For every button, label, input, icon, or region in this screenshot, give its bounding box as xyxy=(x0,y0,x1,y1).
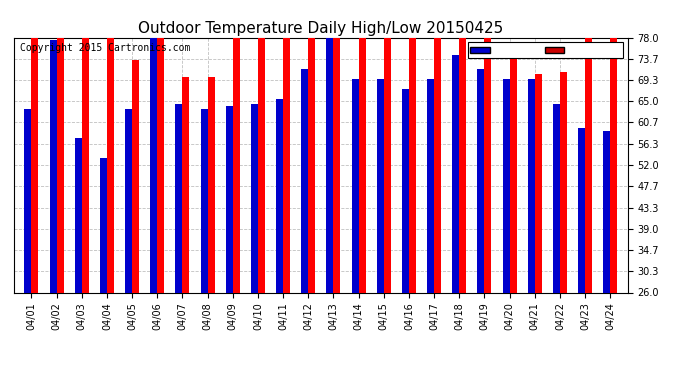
Bar xyxy=(157,38,164,292)
Bar xyxy=(302,69,308,292)
Bar xyxy=(251,104,258,292)
Bar xyxy=(283,0,290,292)
Bar xyxy=(477,69,484,292)
Bar xyxy=(24,109,32,292)
Bar xyxy=(182,77,190,292)
Bar xyxy=(434,0,441,292)
Bar xyxy=(132,60,139,292)
Bar xyxy=(384,3,391,292)
Bar xyxy=(308,0,315,292)
Bar xyxy=(233,15,240,292)
Bar xyxy=(427,79,434,292)
Bar xyxy=(276,99,283,292)
Bar xyxy=(32,0,39,292)
Bar xyxy=(409,0,416,292)
Bar xyxy=(510,50,517,292)
Legend: Low  (°F), High  (°F): Low (°F), High (°F) xyxy=(468,42,623,58)
Bar xyxy=(81,23,89,293)
Bar xyxy=(175,104,182,292)
Bar xyxy=(402,89,409,292)
Bar xyxy=(226,106,233,292)
Bar xyxy=(560,72,567,292)
Bar xyxy=(377,79,384,292)
Bar xyxy=(484,3,491,292)
Bar xyxy=(100,158,107,292)
Bar xyxy=(125,109,132,292)
Bar xyxy=(578,128,585,292)
Bar xyxy=(553,104,560,292)
Bar xyxy=(75,138,81,292)
Bar xyxy=(150,38,157,292)
Bar xyxy=(258,0,265,292)
Bar xyxy=(107,10,114,292)
Bar xyxy=(460,10,466,292)
Bar xyxy=(359,0,366,292)
Text: Copyright 2015 Cartronics.com: Copyright 2015 Cartronics.com xyxy=(20,43,190,52)
Bar xyxy=(201,109,208,292)
Title: Outdoor Temperature Daily High/Low 20150425: Outdoor Temperature Daily High/Low 20150… xyxy=(138,21,504,36)
Bar xyxy=(528,79,535,292)
Bar xyxy=(535,74,542,292)
Bar xyxy=(610,35,618,292)
Bar xyxy=(326,28,333,292)
Bar xyxy=(585,33,592,292)
Bar xyxy=(452,55,460,292)
Bar xyxy=(502,79,510,292)
Bar xyxy=(333,0,340,292)
Bar xyxy=(603,130,610,292)
Bar xyxy=(352,79,359,292)
Bar xyxy=(57,0,63,292)
Bar xyxy=(208,77,215,292)
Bar xyxy=(50,40,57,292)
